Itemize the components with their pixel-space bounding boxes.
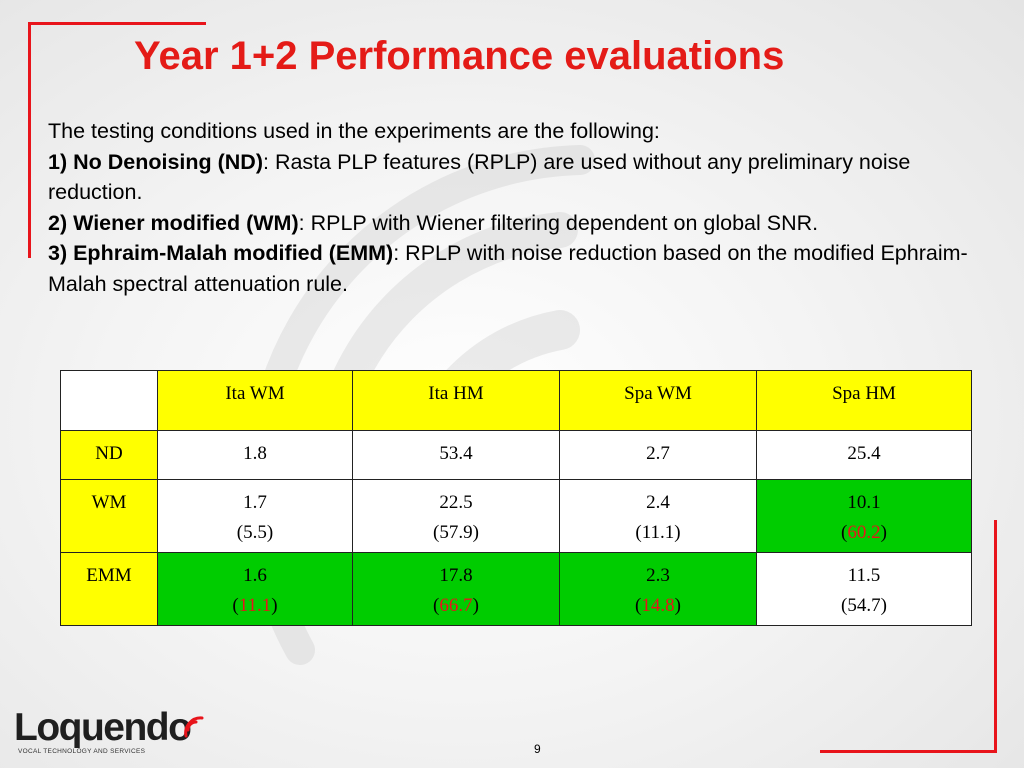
cell-nd-ita-hm: 53.4 [352, 430, 560, 480]
condition-nd-label: 1) No Denoising (ND) [48, 149, 263, 174]
cell-wm-spa-wm: 2.4 (11.1) [559, 479, 757, 553]
cell-value: 2.7 [646, 443, 670, 464]
condition-nd: 1) No Denoising (ND): Rasta PLP features… [48, 147, 988, 208]
condition-wm: 2) Wiener modified (WM): RPLP with Wiene… [48, 208, 988, 239]
intro-text: The testing conditions used in the exper… [48, 119, 660, 143]
logo-sound-waves-icon [184, 716, 204, 738]
header-ita-wm: Ita WM [157, 370, 353, 431]
cell-emm-spa-wm: 2.3 (14.8) [559, 552, 757, 626]
cell-value: 53.4 [439, 443, 473, 464]
results-table: Ita WM Ita HM Spa WM Spa HM ND 1.8 53.4 … [60, 370, 972, 626]
condition-emm: 3) Ephraim-Malah modified (EMM): RPLP wi… [48, 238, 988, 299]
slide-title: Year 1+2 Performance evaluations [134, 34, 785, 78]
table-row-emm: EMM 1.6 (11.1) 17.8 (66.7) 2.3 (14.8) 11.5(… [60, 552, 972, 626]
cell-wm-ita-wm: 1.7 (5.5) [157, 479, 353, 553]
cell-value: 11.5 [847, 565, 881, 586]
cell-paren-value: 5.5 [243, 522, 267, 543]
logo-wordmark: Loquendo [14, 706, 192, 749]
cell-paren-value: 54.7 [847, 595, 881, 616]
cell-value: 1.7 [243, 492, 267, 513]
table-header-row: Ita WM Ita HM Spa WM Spa HM [60, 370, 972, 431]
conditions-text: The testing conditions used in the exper… [48, 116, 988, 299]
cell-value: 1.8 [243, 443, 267, 464]
cell-paren-value-highlight: 66.7 [439, 595, 473, 616]
logo-tagline: VOCAL TECHNOLOGY AND SERVICES [18, 748, 146, 755]
cell-value: 17.8 [439, 565, 473, 586]
frame-top-line [28, 22, 206, 25]
header-spa-hm: Spa HM [756, 370, 972, 431]
table-row-wm: WM 1.7 (5.5) 22.5 (57.9) 2.4 (11.1) 10.1 (60… [60, 479, 972, 553]
loquendo-logo: Loquendo VOCAL TECHNOLOGY AND SERVICES [14, 706, 204, 755]
condition-nd-description: : Rasta PLP features (RPLP) are used wit… [48, 149, 911, 205]
cell-value: 1.6 [243, 565, 267, 586]
cell-value: 10.1 [847, 492, 881, 513]
condition-emm-label: 3) Ephraim-Malah modified (EMM) [48, 241, 394, 265]
cell-value: 2.3 [646, 565, 670, 586]
condition-emm-description: : RPLP with noise reduction based on the… [48, 241, 968, 296]
header-corner-cell [60, 370, 158, 431]
row-label-emm: EMM [60, 552, 158, 626]
row-label-wm: WM [60, 479, 158, 553]
cell-wm-ita-hm: 22.5 (57.9) [352, 479, 560, 553]
cell-value: 22.5 [439, 492, 473, 513]
condition-wm-label: 2) Wiener modified (WM) [48, 210, 299, 235]
cell-paren-value: 11.1 [641, 522, 675, 543]
cell-paren-value-highlight: 60.2 [847, 522, 881, 543]
cell-nd-spa-hm: 25.4 [756, 430, 972, 480]
frame-right-line [994, 520, 997, 753]
cell-paren-value-highlight: 11.1 [238, 595, 272, 616]
cell-emm-ita-hm: 17.8 (66.7) [352, 552, 560, 626]
table-row-nd: ND 1.8 53.4 2.7 25.4 [60, 430, 972, 480]
cell-paren-value-highlight: 14.8 [641, 595, 675, 616]
cell-paren-value: 57.9 [439, 522, 473, 543]
condition-wm-description: : RPLP with Wiener filtering dependent o… [298, 210, 819, 235]
cell-value: 2.4 [646, 492, 670, 513]
header-ita-hm: Ita HM [352, 370, 560, 431]
page-number: 9 [534, 742, 541, 756]
frame-bottom-line [820, 750, 997, 753]
cell-emm-spa-hm: 11.5 (54.7) [756, 552, 972, 626]
row-label-nd: ND [60, 430, 158, 480]
frame-left-line [28, 22, 31, 258]
header-spa-wm: Spa WM [559, 370, 757, 431]
cell-emm-ita-wm: 1.6 (11.1) [157, 552, 353, 626]
cell-value: 25.4 [847, 443, 881, 464]
cell-nd-ita-wm: 1.8 [157, 430, 353, 480]
cell-nd-spa-wm: 2.7 [559, 430, 757, 480]
cell-wm-spa-hm: 10.1 (60.2) [756, 479, 972, 553]
